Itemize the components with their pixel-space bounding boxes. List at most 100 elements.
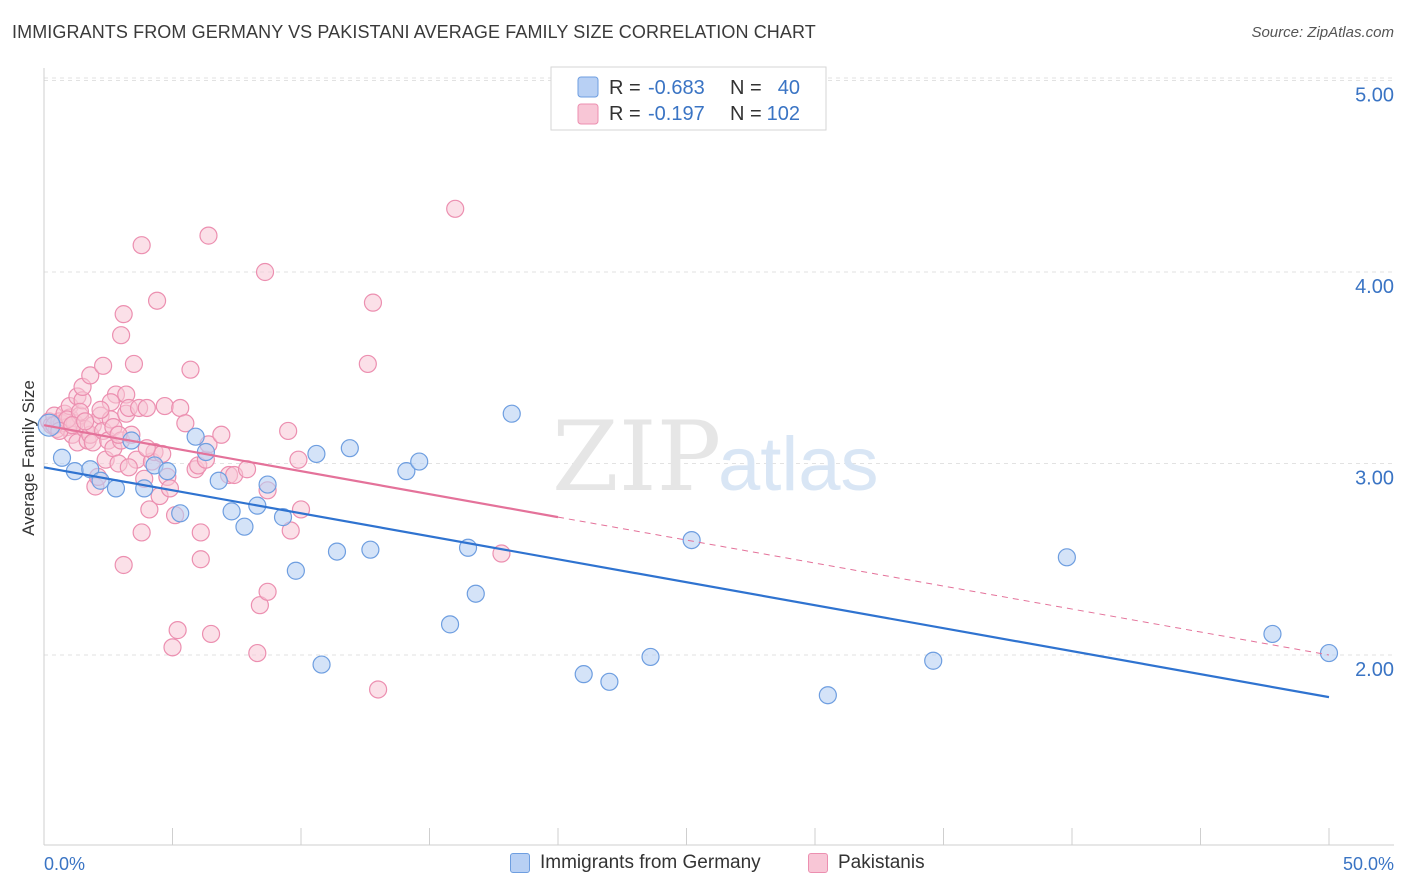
y-tick-label: 2.00 — [1355, 659, 1394, 681]
legend-swatch-germany — [577, 76, 599, 98]
y-tick-label: 5.00 — [1355, 85, 1394, 107]
legend-item-pakistani[interactable]: Pakistanis — [808, 852, 925, 874]
germany-point — [1263, 624, 1282, 644]
pakistani-point — [132, 523, 151, 542]
pakistani-point — [191, 550, 210, 569]
germany-point — [1057, 548, 1076, 567]
swatch-germany — [510, 853, 530, 873]
germany-point — [158, 462, 177, 481]
germany-point — [410, 452, 429, 471]
germany-point — [312, 655, 331, 674]
germany-point — [440, 615, 460, 634]
germany-point — [682, 530, 701, 550]
pakistani-point — [147, 291, 167, 310]
germany-point — [818, 686, 837, 705]
germany-point — [397, 462, 416, 481]
germany-point — [286, 561, 305, 580]
germany-point — [222, 502, 241, 521]
pakistani-point — [91, 400, 110, 419]
watermark-atlas: atlas — [718, 422, 879, 507]
y-tick-label: 3.00 — [1355, 468, 1394, 490]
pakistani-trend-line — [43, 424, 559, 519]
legend-n-label-2: N = — [730, 103, 762, 125]
legend-label-germany: Immigrants from Germany — [540, 852, 761, 873]
pakistani-point — [176, 414, 195, 433]
germany-point — [258, 475, 277, 494]
pakistani-point — [258, 582, 277, 601]
legend-item-germany[interactable]: Immigrants from Germany — [510, 852, 761, 874]
germany-point — [502, 404, 521, 423]
pakistani-point — [289, 450, 308, 469]
pakistani-point — [137, 398, 156, 418]
pakistani-point — [140, 500, 159, 519]
pakistani-point — [281, 521, 300, 540]
pakistani-point — [279, 421, 298, 441]
germany-point — [641, 647, 660, 667]
germany-point — [106, 479, 126, 498]
pakistani-point — [76, 412, 95, 431]
legend-r-label-2: R = — [609, 103, 641, 125]
legend-r-label-1: R = — [609, 77, 641, 99]
pakistani-point — [171, 398, 190, 418]
pakistani-point — [369, 680, 388, 699]
legend-n-value-2: 102 — [767, 103, 800, 125]
germany-point — [307, 444, 326, 464]
pakistani-point — [81, 366, 100, 385]
chart-title: IMMIGRANTS FROM GERMANY VS PAKISTANI AVE… — [12, 22, 816, 42]
pakistani-point — [191, 523, 210, 542]
germany-point — [1319, 643, 1339, 663]
pakistani-point — [358, 354, 377, 374]
trend-lines — [43, 424, 1330, 699]
pakistani-point — [119, 458, 138, 477]
germany-point — [81, 460, 100, 479]
source-label: Source: ZipAtlas.com — [1251, 24, 1394, 41]
axes — [43, 68, 1394, 846]
germany-point — [52, 448, 72, 467]
pakistani-point — [255, 262, 275, 282]
x-tick-label-max: 50.0% — [1343, 854, 1394, 874]
pakistani-point — [446, 199, 465, 218]
pakistani-point — [199, 226, 218, 245]
germany-point — [361, 540, 380, 559]
germany-point — [171, 504, 190, 523]
pakistani-point — [163, 638, 182, 657]
pakistani-point — [363, 293, 383, 312]
germany-point — [574, 665, 593, 684]
y-tick-labels: 2.00 3.00 4.00 5.00 — [1355, 85, 1394, 682]
legend-label-pakistani: Pakistanis — [838, 852, 925, 873]
pakistani-point — [201, 624, 221, 644]
watermark-zip: ZIP — [552, 401, 721, 513]
grid-lines — [44, 77, 1394, 656]
pakistani-point — [114, 555, 133, 575]
pakistani-point — [212, 425, 231, 444]
germany-point — [209, 471, 228, 490]
legend-n-label-1: N = — [730, 77, 762, 99]
germany-point — [235, 517, 254, 536]
pakistani-point — [124, 354, 144, 374]
germany-point — [273, 508, 293, 527]
pakistani-point — [114, 305, 133, 324]
germany-point — [466, 584, 485, 603]
x-tick-label-min: 0.0% — [44, 854, 85, 874]
germany-trend-line — [43, 466, 1330, 699]
legend-n-value-1: 40 — [778, 77, 800, 99]
germany-point — [600, 672, 619, 691]
germany-points — [37, 404, 1339, 705]
germany-point — [186, 427, 205, 446]
pakistani-point — [250, 596, 269, 615]
y-axis-label: Average Family Size — [19, 380, 38, 536]
germany-point — [135, 479, 154, 498]
germany-point — [340, 439, 359, 458]
legend-r-value-2: -0.197 — [648, 103, 705, 125]
legend-box: R = -0.683 N = 40 R = -0.197 N = 102 — [550, 66, 827, 131]
swatch-pakistani — [808, 853, 828, 873]
legend-swatch-pakistani — [577, 103, 599, 125]
germany-point — [327, 542, 347, 561]
pakistani-point — [111, 326, 131, 345]
pakistani-points — [40, 199, 511, 699]
legend-r-value-1: -0.683 — [648, 77, 705, 99]
pakistani-point — [181, 360, 200, 379]
pakistani-point — [248, 643, 267, 663]
pakistani-point — [132, 236, 151, 255]
